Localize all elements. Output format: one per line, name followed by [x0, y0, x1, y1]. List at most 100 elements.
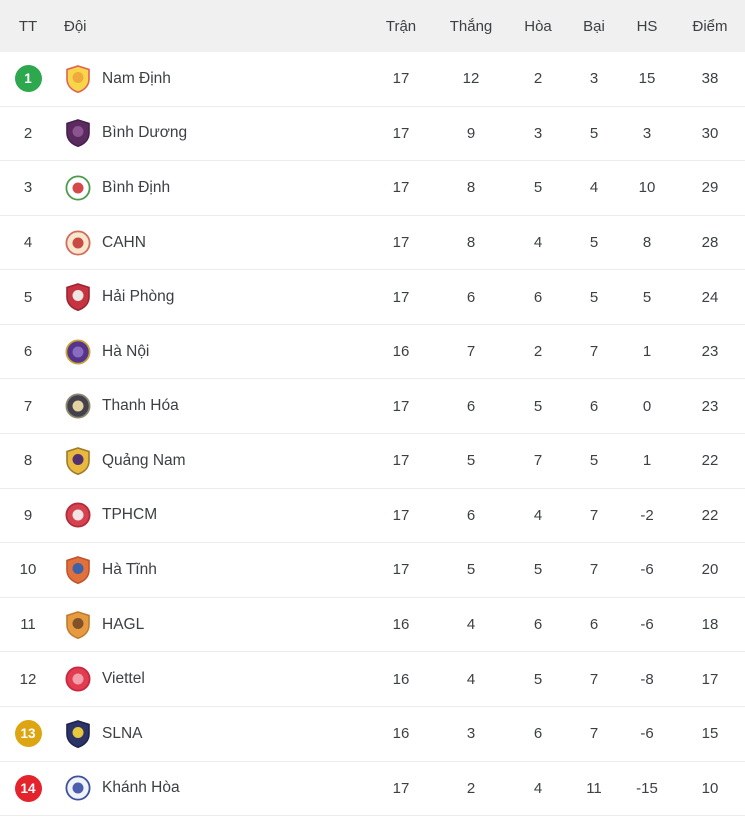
points-cell: 23	[701, 397, 719, 415]
table-row[interactable]: 3 Bình Định 17 8 5 4 10 29	[0, 161, 745, 216]
points-cell: 30	[701, 124, 719, 142]
header-points: Điểm	[692, 17, 728, 35]
team-cell: Quảng Nam	[56, 446, 367, 475]
team-cell: Thanh Hóa	[56, 392, 367, 420]
won-cell: 12	[462, 70, 480, 88]
team-cell: Hà Tĩnh	[56, 556, 367, 584]
table-row[interactable]: 8 Quảng Nam 17 5 7 5 1 22	[0, 434, 745, 489]
viettel-crest-icon	[64, 665, 92, 693]
points-cell: 15	[701, 725, 719, 743]
won-cell: 6	[466, 288, 476, 306]
position-cell: 8	[0, 452, 56, 469]
team-name: Thanh Hóa	[102, 397, 179, 415]
position-cell: 5	[0, 289, 56, 306]
position-cell: 11	[0, 616, 56, 633]
team-name: SLNA	[102, 724, 143, 742]
ha-tinh-crest-icon	[64, 556, 92, 584]
goal-difference-cell: 1	[642, 452, 652, 470]
points-cell: 28	[701, 234, 719, 252]
header-played: Trận	[385, 17, 417, 35]
header-drawn: Hòa	[524, 17, 552, 35]
goal-difference-cell: -6	[640, 561, 654, 579]
position-cell: 3	[0, 179, 56, 196]
table-row[interactable]: 11 HAGL 16 4 6 6 -6 18	[0, 597, 745, 653]
played-cell: 17	[392, 506, 410, 524]
team-name: Hà Tĩnh	[102, 560, 157, 578]
table-row[interactable]: 14 Khánh Hòa 17 2 4 11 -15 10	[0, 761, 745, 817]
drawn-cell: 5	[533, 670, 543, 688]
table-header: TT Đội Trận Thắng Hòa Bại HS Điểm	[0, 0, 745, 52]
table-row[interactable]: 7 Thanh Hóa 17 6 5 6 0 23	[0, 379, 745, 435]
position-cell: 6	[0, 343, 56, 360]
drawn-cell: 5	[533, 561, 543, 579]
team-cell: Nam Định	[56, 64, 367, 93]
position-cell: 9	[0, 507, 56, 524]
position-cell: 2	[0, 125, 56, 142]
table-row[interactable]: 1 Nam Định 17 12 2 3 15 38	[0, 52, 745, 107]
played-cell: 17	[392, 288, 410, 306]
goal-difference-cell: -8	[640, 670, 654, 688]
lost-cell: 7	[589, 725, 599, 743]
table-row[interactable]: 12 Viettel 16 4 5 7 -8 17	[0, 652, 745, 707]
table-row[interactable]: 2 Bình Dương 17 9 3 5 3 30	[0, 106, 745, 162]
goal-difference-cell: -6	[640, 616, 654, 634]
thanh-hoa-crest-icon	[64, 392, 92, 420]
team-cell: HAGL	[56, 610, 367, 639]
table-row[interactable]: 9 TPHCM 17 6 4 7 -2 22	[0, 488, 745, 544]
points-cell: 18	[701, 616, 719, 634]
team-name: Hải Phòng	[102, 288, 175, 306]
lost-cell: 7	[589, 343, 599, 361]
position-number: 12	[19, 670, 37, 688]
position-number: 3	[23, 179, 33, 197]
team-name: HAGL	[102, 615, 145, 633]
lost-cell: 6	[589, 397, 599, 415]
played-cell: 17	[392, 452, 410, 470]
team-cell: CAHN	[56, 229, 367, 257]
points-cell: 22	[701, 506, 719, 524]
header-lost: Bại	[583, 17, 605, 35]
table-row[interactable]: 4 CAHN 17 8 4 5 8 28	[0, 215, 745, 271]
team-name: Quảng Nam	[102, 451, 186, 469]
lost-cell: 7	[589, 561, 599, 579]
position-cell: 7	[0, 398, 56, 415]
lost-cell: 5	[589, 124, 599, 142]
header-goal-difference: HS	[636, 17, 658, 35]
team-cell: Bình Dương	[56, 119, 367, 148]
won-cell: 5	[466, 561, 476, 579]
won-cell: 6	[466, 506, 476, 524]
position-badge: 1	[14, 65, 42, 93]
binh-duong-crest-icon	[64, 119, 92, 148]
drawn-cell: 2	[533, 343, 543, 361]
goal-difference-cell: 1	[642, 343, 652, 361]
points-cell: 22	[701, 452, 719, 470]
played-cell: 17	[392, 124, 410, 142]
drawn-cell: 6	[533, 616, 543, 634]
table-row[interactable]: 6 Hà Nội 16 7 2 7 1 23	[0, 324, 745, 380]
won-cell: 4	[466, 670, 476, 688]
drawn-cell: 6	[533, 725, 543, 743]
goal-difference-cell: 3	[642, 124, 652, 142]
goal-difference-cell: 8	[642, 234, 652, 252]
won-cell: 2	[466, 779, 476, 797]
hagl-crest-icon	[64, 610, 92, 639]
team-name: CAHN	[102, 233, 146, 251]
won-cell: 8	[466, 179, 476, 197]
position-cell: 10	[0, 561, 56, 578]
drawn-cell: 4	[533, 779, 543, 797]
position-number: 2	[23, 124, 33, 142]
position-number: 4	[23, 234, 33, 252]
goal-difference-cell: -6	[640, 725, 654, 743]
table-row[interactable]: 10 Hà Tĩnh 17 5 5 7 -6 20	[0, 543, 745, 598]
played-cell: 17	[392, 70, 410, 88]
won-cell: 4	[466, 616, 476, 634]
table-row[interactable]: 5 Hải Phòng 17 6 6 5 5 24	[0, 270, 745, 325]
team-name: Viettel	[102, 670, 145, 688]
table-row[interactable]: 13 SLNA 16 3 6 7 -6 15	[0, 706, 745, 762]
position-number: 11	[20, 616, 36, 634]
position-cell: 4	[0, 234, 56, 251]
team-name: Khánh Hòa	[102, 779, 180, 797]
team-cell: Hải Phòng	[56, 283, 367, 312]
goal-difference-cell: 5	[642, 288, 652, 306]
position-number: 6	[23, 343, 33, 361]
